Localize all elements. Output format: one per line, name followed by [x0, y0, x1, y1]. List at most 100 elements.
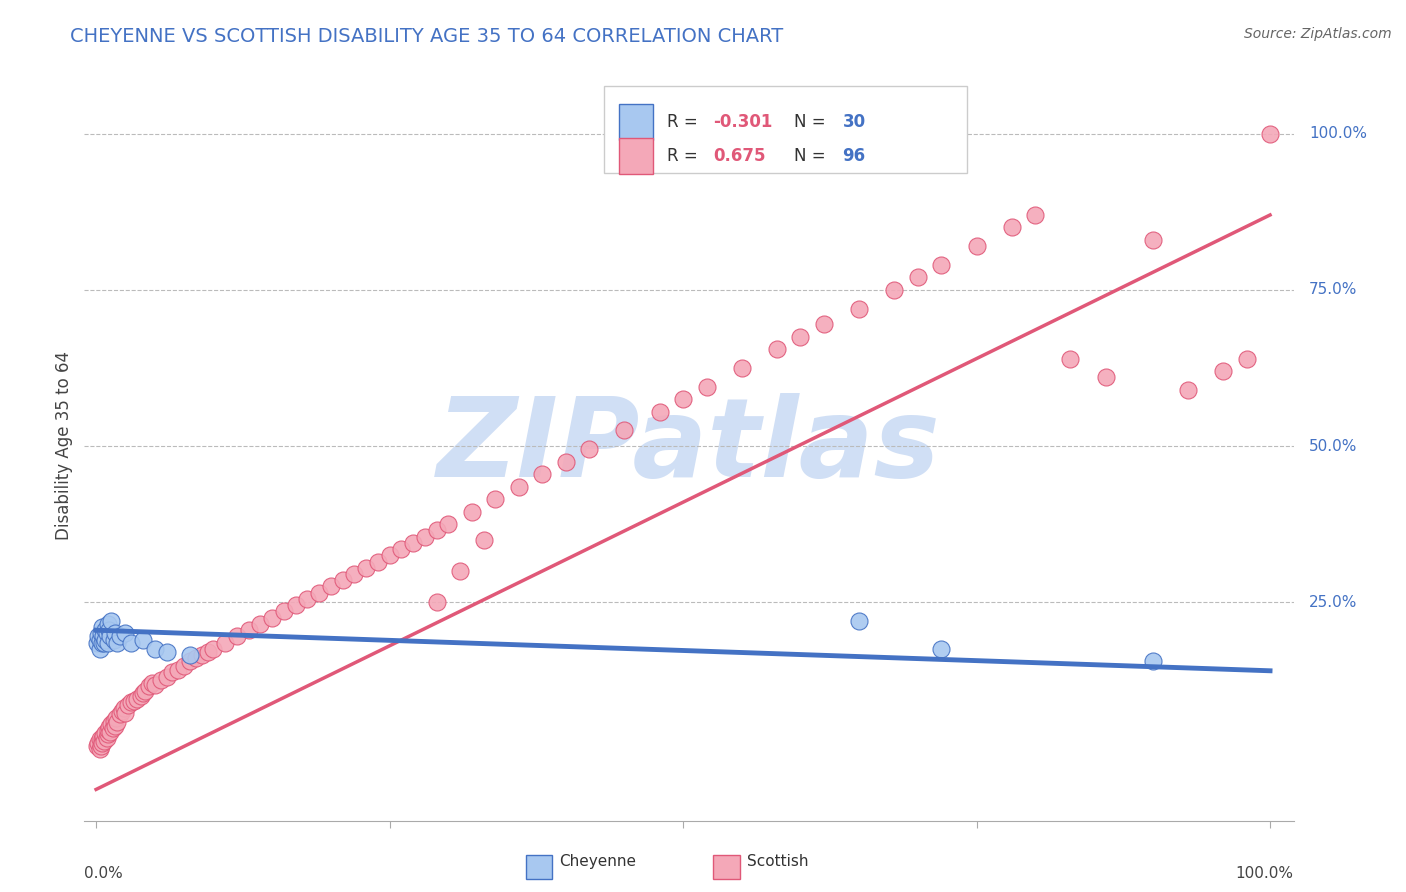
Text: 50.0%: 50.0%: [1309, 439, 1358, 453]
Point: [226, 630, 249, 644]
Point: [97, 635, 120, 649]
Point: [98, 720, 121, 734]
Point: [103, 714, 125, 728]
Point: [1059, 351, 1081, 366]
Point: [343, 567, 366, 582]
Point: [108, 630, 131, 644]
Point: [184, 651, 207, 665]
Point: [86, 739, 108, 753]
Point: [155, 670, 177, 684]
Point: [461, 505, 484, 519]
Point: [531, 467, 554, 482]
Point: [162, 665, 184, 679]
Point: [931, 642, 953, 657]
Point: [104, 719, 127, 733]
Point: [114, 706, 136, 721]
Text: Source: ZipAtlas.com: Source: ZipAtlas.com: [1244, 27, 1392, 41]
Point: [402, 535, 425, 549]
Point: [332, 574, 354, 588]
Point: [132, 686, 155, 700]
Point: [105, 635, 128, 649]
Point: [143, 677, 166, 691]
Point: [578, 442, 600, 457]
Point: [89, 742, 111, 756]
Point: [132, 632, 155, 647]
Point: [508, 480, 530, 494]
Text: N =: N =: [794, 112, 825, 130]
Point: [389, 542, 412, 557]
Point: [96, 626, 118, 640]
Point: [100, 717, 122, 731]
Point: [155, 645, 177, 659]
Point: [89, 642, 111, 657]
FancyBboxPatch shape: [713, 855, 740, 880]
Point: [90, 626, 112, 640]
Point: [104, 626, 127, 640]
Point: [354, 561, 377, 575]
Point: [202, 642, 225, 657]
Point: [167, 663, 190, 677]
Text: Cheyenne: Cheyenne: [560, 854, 637, 869]
Point: [98, 624, 121, 638]
Point: [173, 658, 195, 673]
Point: [484, 492, 506, 507]
Text: R =: R =: [668, 112, 697, 130]
Point: [413, 530, 436, 544]
Point: [138, 680, 160, 694]
Text: 100.0%: 100.0%: [1309, 127, 1367, 141]
Point: [731, 361, 754, 376]
Point: [179, 655, 201, 669]
FancyBboxPatch shape: [619, 103, 652, 139]
Point: [108, 707, 131, 722]
Point: [262, 611, 284, 625]
Point: [90, 739, 112, 753]
Point: [1177, 383, 1199, 397]
Point: [87, 630, 110, 644]
Point: [98, 725, 121, 739]
Point: [696, 380, 718, 394]
Text: 25.0%: 25.0%: [1309, 595, 1358, 609]
Point: [91, 635, 114, 649]
Point: [122, 694, 145, 708]
Point: [97, 723, 120, 737]
Point: [554, 455, 576, 469]
Point: [94, 632, 117, 647]
Point: [89, 632, 111, 647]
Point: [105, 714, 128, 729]
Point: [425, 524, 447, 538]
Point: [249, 617, 271, 632]
Point: [766, 343, 789, 357]
Text: 100.0%: 100.0%: [1236, 865, 1294, 880]
Point: [127, 692, 149, 706]
Point: [87, 735, 110, 749]
FancyBboxPatch shape: [619, 138, 652, 174]
Point: [97, 617, 120, 632]
Point: [89, 732, 111, 747]
Text: Scottish: Scottish: [747, 854, 808, 869]
Point: [91, 630, 114, 644]
Point: [848, 301, 870, 316]
Point: [94, 726, 117, 740]
Point: [472, 533, 495, 547]
Point: [91, 732, 114, 747]
Point: [966, 239, 988, 253]
Point: [931, 258, 953, 272]
Point: [1142, 655, 1164, 669]
Point: [1001, 220, 1024, 235]
Text: 30: 30: [842, 112, 866, 130]
Point: [91, 620, 114, 634]
Point: [613, 424, 636, 438]
Point: [179, 648, 201, 662]
Point: [197, 645, 219, 659]
Point: [1024, 208, 1046, 222]
Point: [190, 648, 212, 662]
Point: [1212, 364, 1234, 378]
Point: [143, 642, 166, 657]
Point: [111, 705, 134, 719]
Point: [378, 548, 401, 563]
Point: [214, 635, 236, 649]
Point: [96, 731, 118, 746]
Point: [789, 330, 811, 344]
FancyBboxPatch shape: [526, 855, 553, 880]
Point: [308, 586, 330, 600]
